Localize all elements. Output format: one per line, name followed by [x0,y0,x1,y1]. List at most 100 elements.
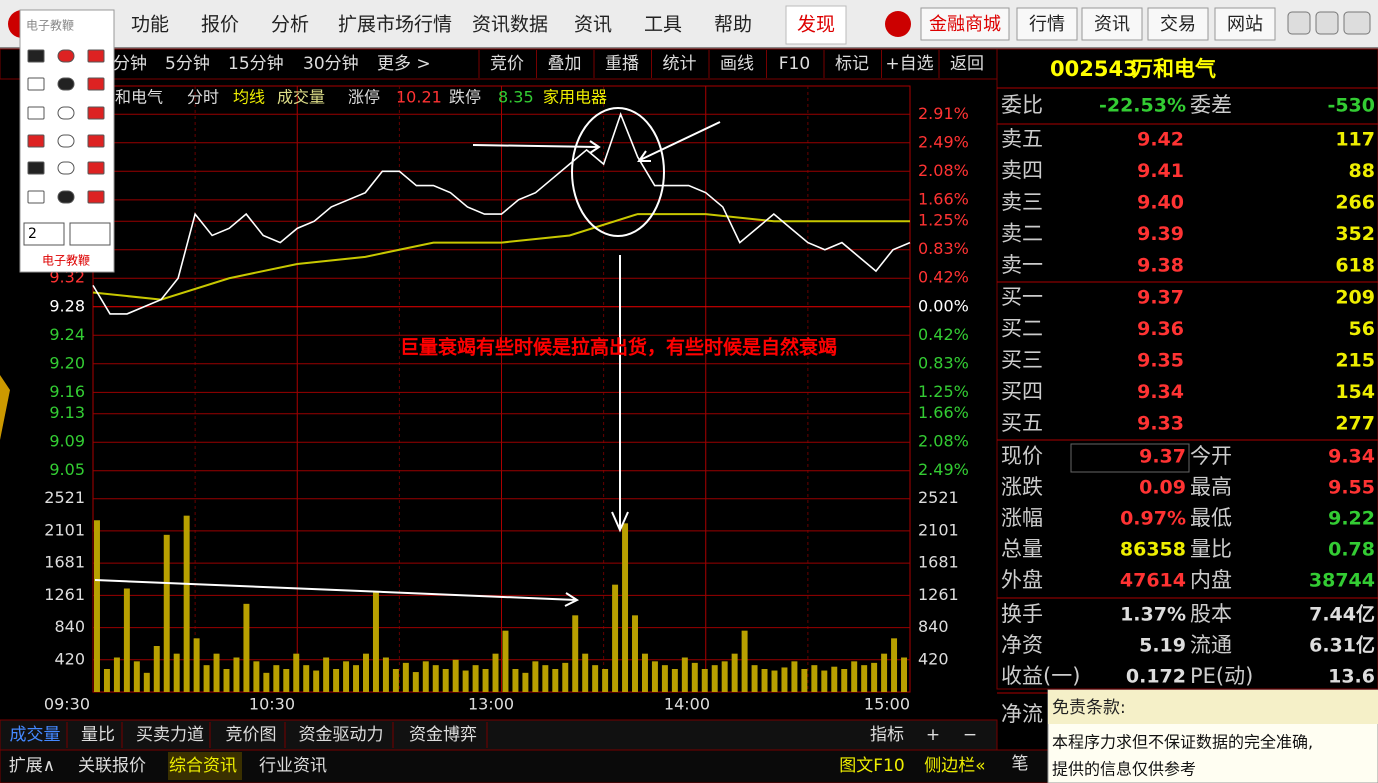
mall-logo [885,11,911,37]
volume-bar [622,523,629,692]
tool-icon[interactable] [87,77,105,91]
tool-icon[interactable] [87,161,105,175]
tool-icon[interactable] [27,106,45,120]
volume-bar [153,646,160,692]
tool-icon[interactable] [57,106,75,120]
period-button[interactable]: 30分钟 [303,54,359,74]
volume-bar [253,661,260,692]
period-button[interactable]: 分钟 [113,54,147,74]
vol-tick-label: 1681 [918,553,959,572]
status-tab[interactable]: 关联报价 [78,756,146,776]
tool-button[interactable]: F10 [779,54,810,74]
minimize[interactable] [1287,11,1311,35]
tool-button[interactable]: 返回 [950,54,984,74]
menu-item[interactable]: 报价 [201,14,239,36]
top-button[interactable] [1147,7,1209,41]
tool-icon[interactable] [57,49,75,63]
tab-tool[interactable]: + [926,725,940,745]
indicator-tab[interactable]: 成交量 [10,725,61,745]
discover-bg [785,5,847,45]
quote-label: 净流 [1001,702,1043,726]
period-button[interactable]: 更多 > [377,54,431,74]
quote-label: PE(动) [1190,664,1253,688]
tool-icon[interactable] [87,134,105,148]
indicator-tab[interactable]: 买卖力道 [136,725,204,745]
volume-bar [552,669,559,692]
volume-bar [293,653,300,692]
tool-icon[interactable] [27,161,45,175]
volume-bar [353,665,360,692]
tool-button[interactable]: 统计 [663,54,697,74]
volume-bar [901,657,907,692]
menu-item[interactable]: 分析 [271,14,309,36]
close[interactable] [1343,11,1371,35]
status-tab[interactable]: 图文F10 [839,756,904,776]
volume-bar [412,672,419,692]
quote-label: 流通 [1190,633,1232,657]
status-tab[interactable]: 综合资讯 [169,756,237,776]
volume-bar [492,653,499,692]
volume-bar [731,653,738,692]
arrow [611,255,629,533]
vol-tick-label: 2101 [918,520,959,539]
menu-item[interactable]: 发现 [797,14,835,36]
indicator-tab[interactable]: 竞价图 [226,725,277,745]
tab-tool[interactable]: 指标 [870,725,904,745]
top-button[interactable] [1016,7,1078,41]
tab-tool[interactable]: − [963,725,977,745]
tool-icon[interactable] [57,134,75,148]
tool-button[interactable]: 竞价 [490,54,524,74]
menu-item[interactable]: 功能 [131,14,169,36]
tool-icon[interactable] [27,77,45,91]
volume-bar [283,669,290,692]
tool-icon[interactable] [27,49,45,63]
pen-button[interactable]: 笔 [1012,754,1029,774]
menu-item[interactable]: 资讯 [574,14,612,36]
book-price: 9.35 [1137,350,1184,372]
popup-title: 免责条款: [1052,698,1126,718]
indicator-tab[interactable]: 资金驱动力 [299,725,384,745]
status-tab[interactable]: 扩展∧ [9,756,55,776]
size-select[interactable] [23,222,65,246]
tool-button[interactable]: 画线 [720,54,754,74]
top-button[interactable] [920,7,1010,41]
quote-value: 38744 [1309,570,1375,592]
maximize[interactable] [1315,11,1339,35]
volume-bar [701,669,708,692]
y2-tick-label: 1.66% [918,403,969,422]
tool-icon[interactable] [27,134,45,148]
period-button[interactable]: 15分钟 [228,54,284,74]
volume-bar [203,665,210,692]
tool-icon[interactable] [87,49,105,63]
tool-icon[interactable] [87,106,105,120]
menu-item[interactable]: 扩展市场行情 [338,14,452,36]
menu-item[interactable]: 帮助 [714,14,752,36]
x-tick-label: 10:30 [249,695,295,714]
menu-item[interactable]: 工具 [644,14,682,36]
volume-bar [183,515,190,692]
status-tab[interactable]: 行业资讯 [259,756,327,776]
indicator-tab[interactable]: 量比 [81,725,115,745]
status-tab[interactable]: 侧边栏« [924,756,985,776]
book-label: 卖一 [1001,253,1043,277]
menu-item[interactable]: 资讯数据 [472,14,548,36]
tool-button[interactable]: 标记 [835,54,869,74]
side-handle[interactable] [0,375,10,440]
tool-icon[interactable] [57,161,75,175]
tool-button[interactable]: 重播 [605,54,639,74]
color-select[interactable] [69,222,111,246]
tool-button[interactable]: +自选 [885,54,933,74]
quote-value: -22.53% [1099,95,1186,117]
tool-icon[interactable] [57,77,75,91]
volume-bar [661,665,668,692]
volume-bar [851,661,858,692]
top-button[interactable] [1081,7,1143,41]
period-button[interactable]: 5分钟 [165,54,210,74]
tool-icon[interactable] [27,190,45,204]
y2-tick-label: 2.91% [918,104,969,123]
top-button[interactable] [1214,7,1276,41]
tool-icon[interactable] [57,190,75,204]
indicator-tab[interactable]: 资金博弈 [409,725,477,745]
tool-icon[interactable] [87,190,105,204]
tool-button[interactable]: 叠加 [548,54,582,74]
